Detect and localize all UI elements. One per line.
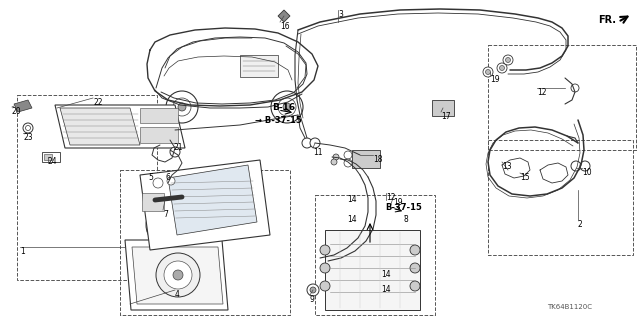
Circle shape bbox=[167, 177, 175, 185]
Circle shape bbox=[344, 159, 352, 167]
Circle shape bbox=[333, 154, 339, 160]
Text: 24: 24 bbox=[48, 157, 58, 166]
Text: 11: 11 bbox=[313, 148, 323, 157]
Text: 8: 8 bbox=[404, 215, 409, 224]
Text: 14: 14 bbox=[381, 285, 390, 294]
Circle shape bbox=[156, 253, 200, 297]
Text: 2: 2 bbox=[578, 220, 583, 229]
Bar bbox=[17, 95, 157, 280]
Bar bbox=[315, 195, 435, 315]
Text: B-16: B-16 bbox=[272, 103, 295, 112]
Text: 6: 6 bbox=[165, 173, 170, 182]
Polygon shape bbox=[140, 160, 270, 250]
Text: 21: 21 bbox=[174, 143, 184, 152]
Circle shape bbox=[410, 263, 420, 273]
Bar bbox=[488, 140, 633, 255]
Circle shape bbox=[580, 161, 590, 171]
Polygon shape bbox=[168, 165, 257, 235]
Bar bbox=[488, 45, 636, 150]
Text: 12: 12 bbox=[386, 193, 396, 202]
Circle shape bbox=[320, 281, 330, 291]
Text: 19: 19 bbox=[490, 75, 500, 84]
Circle shape bbox=[320, 245, 330, 255]
Circle shape bbox=[302, 138, 312, 148]
Text: 22: 22 bbox=[93, 98, 102, 107]
Circle shape bbox=[166, 91, 198, 123]
Circle shape bbox=[146, 203, 190, 247]
Polygon shape bbox=[278, 10, 290, 22]
Circle shape bbox=[307, 284, 319, 296]
Text: 14: 14 bbox=[347, 195, 356, 204]
Polygon shape bbox=[132, 247, 223, 304]
Text: 20: 20 bbox=[12, 107, 22, 116]
Bar bbox=[140, 108, 178, 123]
Bar bbox=[325, 230, 420, 310]
Circle shape bbox=[154, 211, 182, 239]
Circle shape bbox=[283, 103, 291, 111]
Polygon shape bbox=[14, 100, 32, 112]
Circle shape bbox=[310, 138, 320, 148]
Circle shape bbox=[363, 234, 369, 240]
Polygon shape bbox=[55, 105, 185, 148]
Text: 3: 3 bbox=[338, 10, 343, 19]
Text: 18: 18 bbox=[373, 155, 383, 164]
Circle shape bbox=[410, 245, 420, 255]
Circle shape bbox=[153, 178, 163, 188]
Text: 13: 13 bbox=[502, 162, 511, 171]
Circle shape bbox=[278, 98, 296, 116]
Circle shape bbox=[173, 270, 183, 280]
Circle shape bbox=[26, 125, 31, 130]
Circle shape bbox=[164, 261, 192, 289]
Text: 5: 5 bbox=[148, 173, 153, 182]
Text: 15: 15 bbox=[520, 173, 530, 182]
Circle shape bbox=[163, 220, 173, 230]
Text: 9: 9 bbox=[310, 295, 315, 304]
Text: 4: 4 bbox=[175, 290, 180, 299]
Circle shape bbox=[351, 247, 357, 253]
Circle shape bbox=[571, 84, 579, 92]
Text: 14: 14 bbox=[347, 215, 356, 224]
Text: 7: 7 bbox=[163, 210, 168, 219]
Text: 12: 12 bbox=[537, 88, 547, 97]
Bar bbox=[44, 154, 52, 160]
Circle shape bbox=[503, 55, 513, 65]
Polygon shape bbox=[60, 108, 140, 145]
Text: 16: 16 bbox=[280, 22, 290, 31]
Text: 1: 1 bbox=[20, 247, 25, 256]
Circle shape bbox=[499, 65, 504, 70]
Text: → B-37-15: → B-37-15 bbox=[255, 116, 301, 125]
Bar bbox=[42, 152, 60, 162]
Bar bbox=[140, 127, 178, 143]
Bar bbox=[240, 55, 278, 77]
Circle shape bbox=[170, 147, 180, 157]
Circle shape bbox=[23, 123, 33, 133]
Bar bbox=[352, 150, 380, 168]
Circle shape bbox=[506, 57, 511, 63]
Circle shape bbox=[173, 98, 191, 116]
Text: 14: 14 bbox=[381, 270, 390, 279]
Circle shape bbox=[178, 103, 186, 111]
Text: 23: 23 bbox=[23, 133, 33, 142]
Bar bbox=[142, 193, 164, 211]
Circle shape bbox=[344, 151, 352, 159]
Text: 19: 19 bbox=[393, 198, 403, 207]
Circle shape bbox=[497, 63, 507, 73]
Circle shape bbox=[271, 91, 303, 123]
Circle shape bbox=[571, 161, 581, 171]
Circle shape bbox=[410, 281, 420, 291]
Circle shape bbox=[483, 67, 493, 77]
Text: B-37-15: B-37-15 bbox=[385, 203, 422, 212]
Text: 17: 17 bbox=[441, 112, 451, 121]
Text: FR.: FR. bbox=[598, 15, 616, 25]
Bar bbox=[120, 170, 290, 315]
Circle shape bbox=[320, 263, 330, 273]
Circle shape bbox=[486, 70, 490, 75]
Circle shape bbox=[310, 287, 316, 293]
Text: TK64B1120C: TK64B1120C bbox=[547, 304, 593, 310]
Polygon shape bbox=[125, 240, 228, 310]
Text: 10: 10 bbox=[582, 168, 591, 177]
Bar bbox=[432, 100, 454, 116]
Circle shape bbox=[331, 159, 337, 165]
